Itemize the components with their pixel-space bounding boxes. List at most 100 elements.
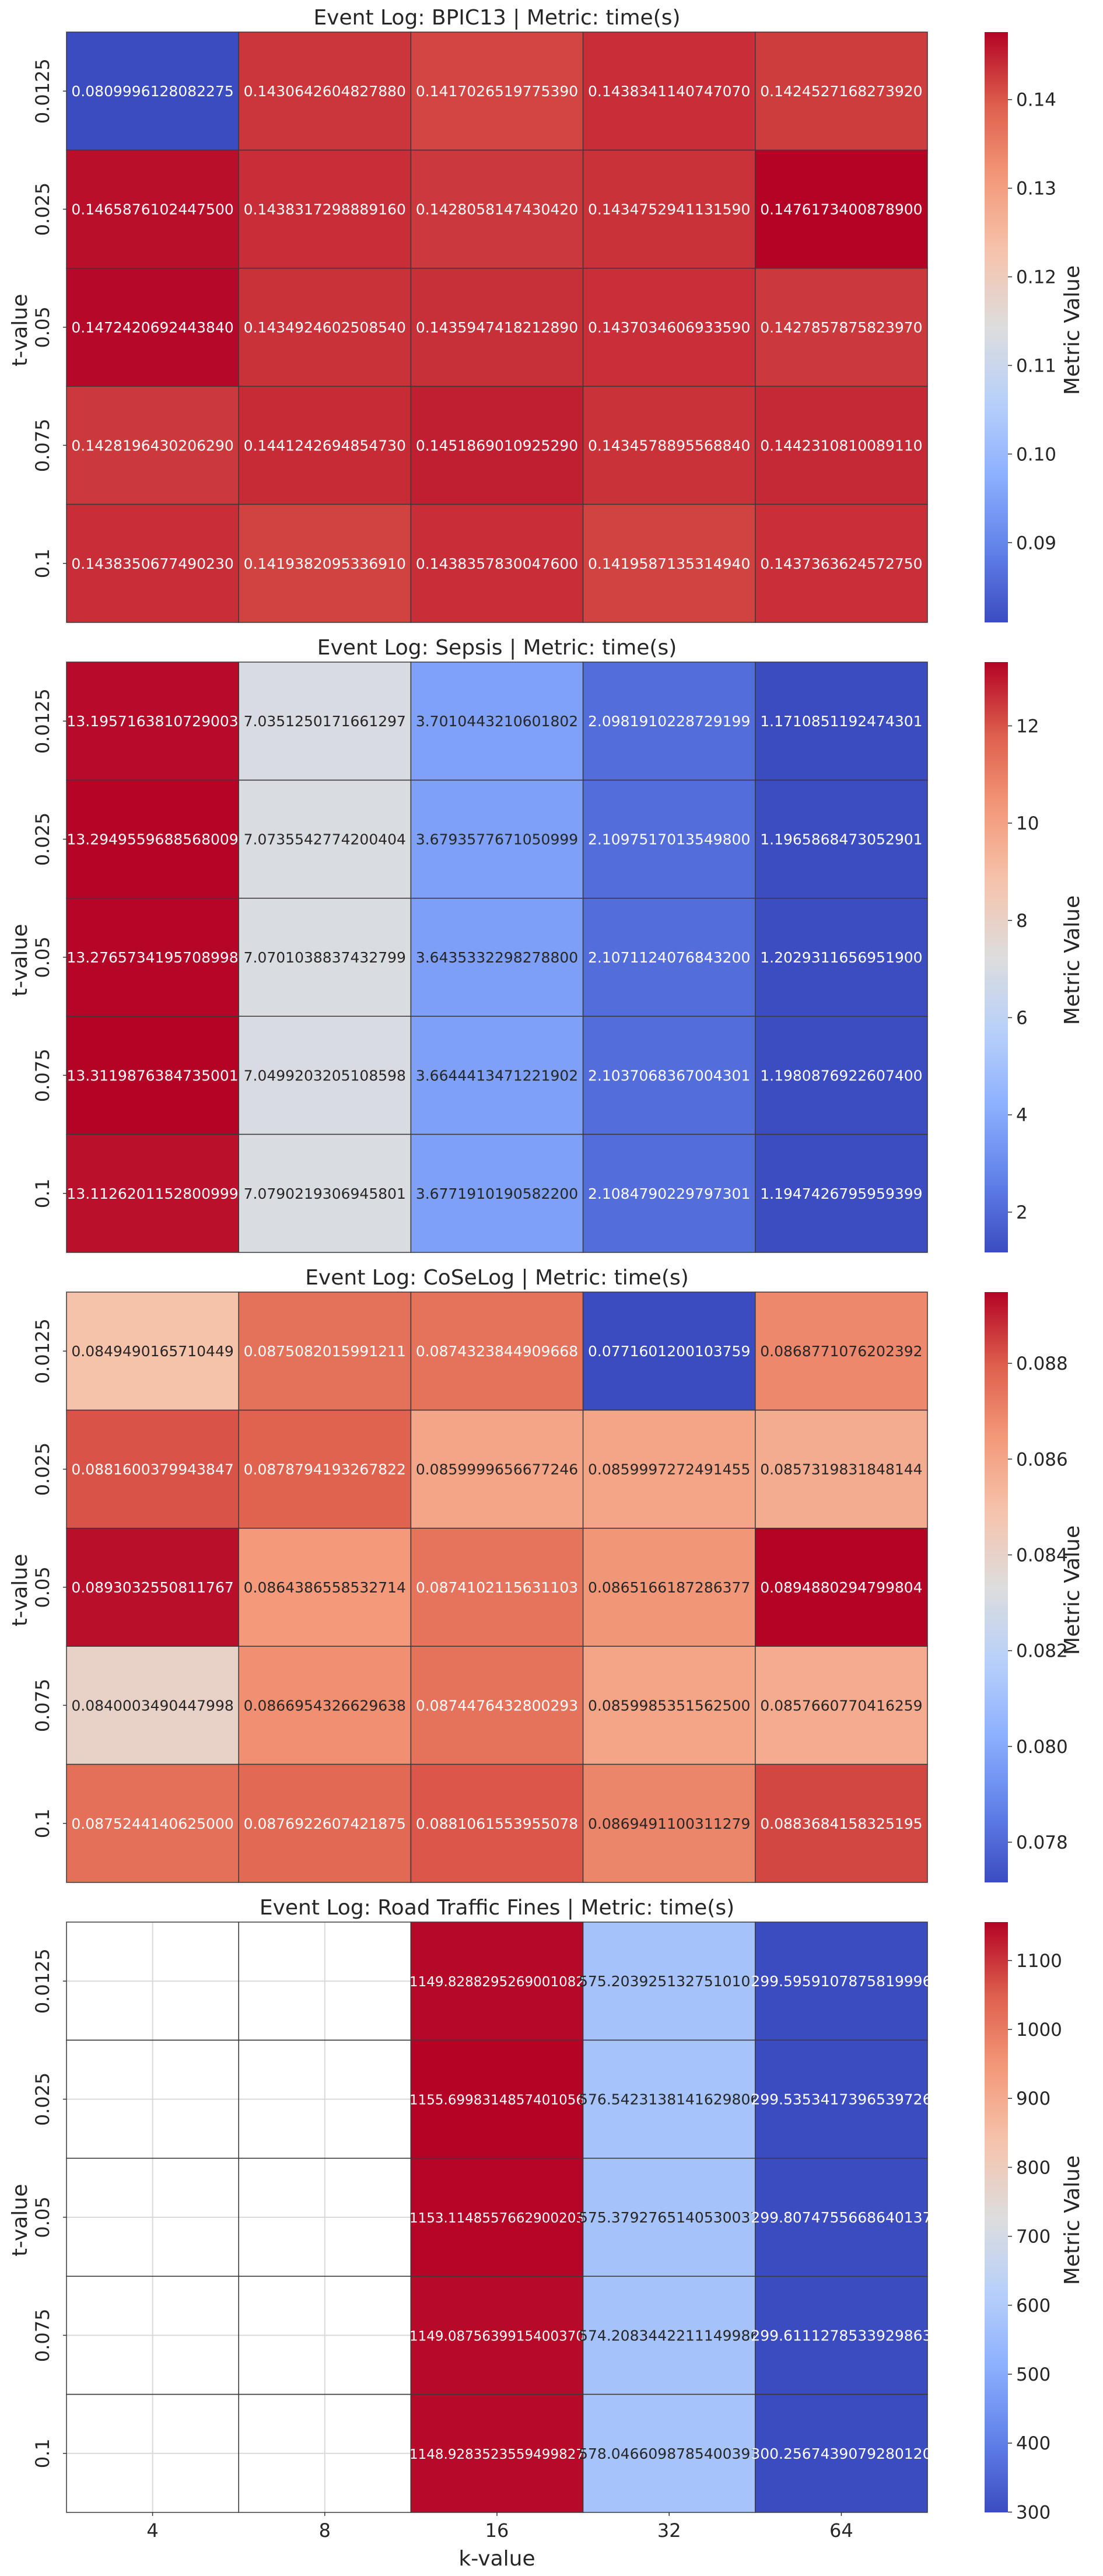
colorbar-gradient (985, 1922, 1008, 2512)
cell-value-label: 578.0466098785400391 (579, 2445, 759, 2462)
x-tick-labels: 4 8 16 32 64 (146, 2512, 853, 2542)
heatmap-cell (582, 268, 756, 387)
y-tick-label: 0.1 (31, 2438, 54, 2468)
cell-value-label: 575.2039251327510101 (579, 1973, 759, 1990)
cell-value-label: 0.1451869010925290 (416, 437, 578, 454)
colorbar-tick-label: 12 (1016, 716, 1039, 737)
colorbar-gradient (985, 1292, 1008, 1882)
heatmap-cell (238, 386, 412, 505)
cell-value-label: 0.1437034606933590 (588, 319, 750, 336)
cell-value-label: 574.2083442211149986 (579, 2327, 759, 2344)
colorbar-tick-label: 0.080 (1016, 1737, 1068, 1758)
colorbar-tick-label: 0.10 (1016, 444, 1056, 465)
y-tick-label: 0.05 (31, 1566, 54, 1608)
cell-value-label: 13.1126201152800999 (66, 1185, 238, 1202)
heatmap-cell (66, 1016, 239, 1135)
heatmap-cell (238, 662, 412, 781)
heatmap-cell (582, 1646, 756, 1765)
cell-value-label: 0.1428058147430420 (416, 201, 578, 218)
cell-value-label: 1.1947426795959399 (760, 1185, 922, 1202)
heatmap-cell (238, 32, 412, 151)
cell-value-label: 0.1465876102447500 (71, 201, 233, 218)
cell-value-label: 1.2029311656951900 (760, 949, 922, 966)
x-tick-label: 32 (657, 2519, 681, 2542)
cell-value-label: 0.1434924602508540 (244, 319, 406, 336)
colorbar-tick-label: 0.14 (1016, 90, 1056, 111)
cell-value-label: 3.6771910190582200 (416, 1185, 578, 1202)
cell-value-label: 0.1434752941131590 (588, 201, 750, 218)
cell-value-label: 0.0809996128082275 (71, 83, 233, 100)
y-axis-label: t-value (8, 294, 32, 366)
x-tick-label: 8 (319, 2519, 331, 2542)
y-tick-label: 0.075 (31, 419, 54, 473)
x-tick-label: 4 (146, 2519, 158, 2542)
cell-value-label: 0.0881061553955078 (416, 1815, 578, 1832)
heatmap-cell (755, 2039, 928, 2159)
cell-value-label: 0.1424527168273920 (760, 83, 922, 100)
cell-value-label: 13.2765734195708998 (66, 949, 238, 966)
colorbar-tick-label: 6 (1016, 1007, 1028, 1028)
y-tick-label: 0.025 (31, 183, 54, 236)
cell-value-label: 299.5353417396539726 (751, 2091, 932, 2108)
colorbar-tick-label: 0.12 (1016, 267, 1056, 288)
cell-value-label: 0.1430642604827880 (244, 83, 406, 100)
heatmap-cell (755, 503, 928, 623)
cell-value-label: 1.1710851192474301 (760, 713, 922, 730)
heatmap-cell (755, 1763, 928, 1883)
cell-value-label: 3.6435332298278800 (416, 949, 578, 966)
y-tick-labels: 0.0125 0.025 0.05 0.075 0.1 (31, 1318, 66, 1838)
cell-value-label: 0.1419382095336910 (244, 555, 406, 572)
cell-value-label: 1153.1148557662900203 (409, 2211, 584, 2226)
heatmap-cell (755, 1646, 928, 1765)
colorbar-tick-label: 0.082 (1016, 1641, 1068, 1662)
heatmap-cell (582, 898, 756, 1017)
colorbar: 0.078 0.080 0.082 0.084 0.086 0.088 (985, 1292, 1068, 1882)
cell-value-label: 0.0849490165710449 (71, 1343, 233, 1360)
cell-value-label: 0.1419587135314940 (588, 555, 750, 572)
heatmap-cell (238, 1763, 412, 1883)
cell-value-label: 575.3792765140530037 (579, 2209, 759, 2226)
cell-value-label: 0.0865166187286377 (588, 1579, 750, 1596)
y-axis-label: t-value (8, 2184, 32, 2256)
colorbar-tick-label: 0.09 (1016, 533, 1056, 554)
heatmap-cell (66, 32, 239, 151)
y-tick-label: 0.1 (31, 1808, 54, 1838)
cell-value-label: 0.1438317298889160 (244, 201, 406, 218)
heatmap-cell (238, 898, 412, 1017)
cell-value-label: 1155.6998314857401056 (409, 2093, 584, 2108)
heatmap-cell (66, 779, 239, 899)
heatmap-cell (66, 1528, 239, 1647)
cell-value-label: 7.0499203205108598 (244, 1067, 406, 1084)
panel-title: Event Log: CoSeLog | Metric: time(s) (305, 1266, 689, 1290)
heatmap-cell (66, 1133, 239, 1253)
cell-value-label: 0.0881600379943847 (71, 1461, 233, 1478)
cell-value-label: 0.0883684158325195 (760, 1815, 922, 1832)
colorbar-tick-label: 0.078 (1016, 1832, 1068, 1853)
heatmap-cell (582, 779, 756, 899)
cell-value-label: 299.5959107875819996 (751, 1973, 932, 1990)
heatmap-cell (410, 2039, 584, 2159)
heatmap-cell (238, 503, 412, 623)
y-tick-label: 0.025 (31, 1443, 54, 1496)
cell-value-label: 0.1442310810089110 (760, 437, 922, 454)
cell-value-label: 0.0875082015991211 (244, 1343, 406, 1360)
heatmap-cell (238, 149, 412, 269)
heatmap-cell (410, 149, 584, 269)
cell-value-label: 7.0735542774200404 (244, 831, 406, 848)
cell-value-label: 0.1427857875823970 (760, 319, 922, 336)
cell-value-label: 0.1438357830047600 (416, 555, 578, 572)
heatmap-cell (755, 662, 928, 781)
cell-value-label: 0.0771601200103759 (588, 1343, 750, 1360)
cell-value-label: 0.0894880294799804 (760, 1579, 922, 1596)
heatmap-cell (66, 386, 239, 505)
heatmap-cell (238, 779, 412, 899)
colorbar-tick-label: 4 (1016, 1105, 1028, 1126)
colorbar-tick-label: 800 (1016, 2157, 1051, 2178)
cell-value-label: 3.6793577671050999 (416, 831, 578, 848)
y-tick-label: 0.075 (31, 2309, 54, 2362)
y-tick-label: 0.0125 (31, 688, 54, 754)
cell-value-label: 576.5423138141629806 (579, 2091, 759, 2108)
colorbar: 300 400 500 600 700 800 900 1000 1100 (985, 1922, 1062, 2523)
heatmap-cell (582, 662, 756, 781)
heatmap-cell (582, 503, 756, 623)
